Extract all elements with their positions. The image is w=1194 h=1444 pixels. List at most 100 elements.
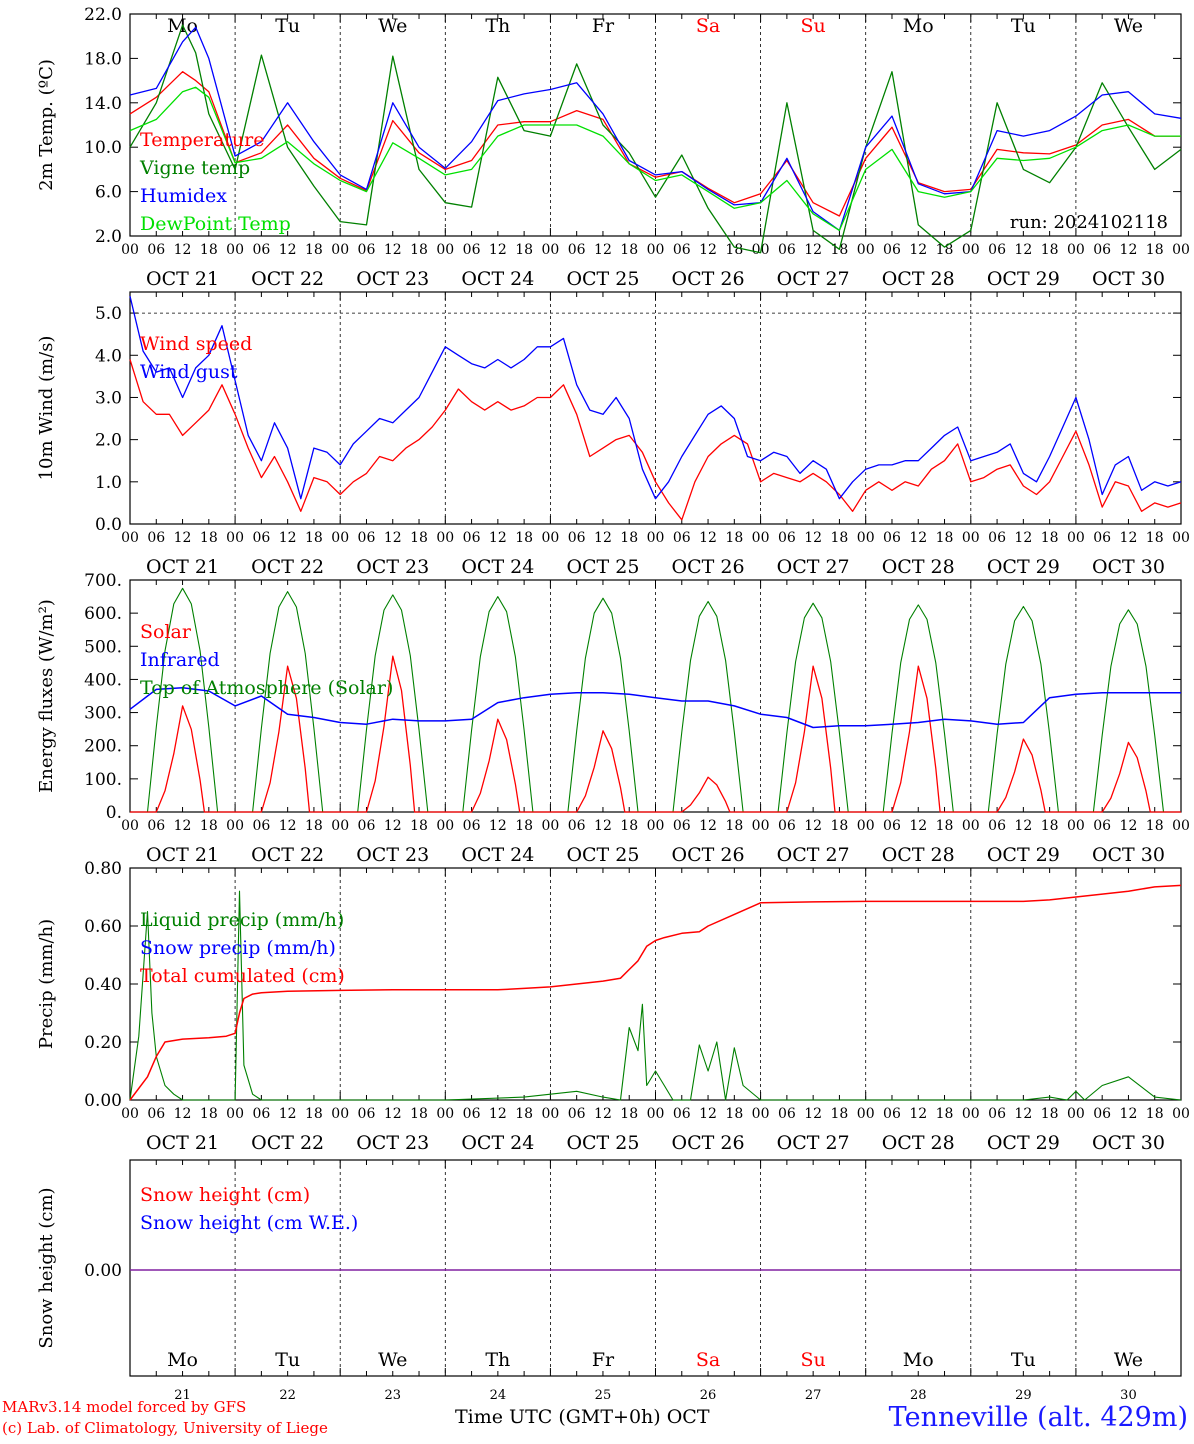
hour-tick-label: 06 [463,1106,481,1122]
hour-tick-label: 00 [647,242,665,258]
hour-tick-label: 00 [962,1106,980,1122]
temp-line-1 [129,24,1182,254]
date-label: OCT 26 [672,844,745,866]
date-label: OCT 23 [356,268,429,290]
day-number: 28 [910,1388,927,1403]
date-label: OCT 24 [461,268,534,290]
date-label: OCT 23 [356,844,429,866]
hour-tick-label: 00 [1067,242,1085,258]
hour-tick-label: 12 [489,242,507,258]
hour-tick-label: 12 [1014,1106,1032,1122]
legend-entry: Wind speed [140,333,252,355]
hour-tick-label: 00 [226,818,244,834]
hour-tick-label: 12 [279,530,297,546]
hour-tick-label: 12 [804,818,822,834]
hour-tick-label: 18 [515,818,533,834]
hour-tick-label: 18 [515,242,533,258]
hour-tick-label: 12 [174,818,192,834]
hour-tick-label: 06 [463,818,481,834]
hour-tick-label: 06 [568,818,586,834]
hour-tick-label: 12 [174,530,192,546]
hour-tick-label: 12 [594,818,612,834]
hour-tick-label: 18 [725,818,743,834]
run-label: run: 2024102118 [1010,212,1168,233]
hour-tick-label: 06 [358,242,376,258]
hour-tick-label: 12 [1120,818,1138,834]
hour-tick-label: 12 [489,818,507,834]
legend-entry: Snow height (cm W.E.) [140,1212,358,1234]
hour-tick-label: 06 [883,818,901,834]
hour-tick-label: 06 [778,530,796,546]
hour-tick-label: 12 [699,242,717,258]
hour-tick-label: 00 [121,1106,139,1122]
y-tick-label: 200. [84,737,122,757]
hour-tick-label: 00 [541,242,559,258]
hour-tick-label: 00 [1172,242,1190,258]
hour-tick-label: 12 [1014,242,1032,258]
y-tick-label: 600. [84,604,122,624]
hour-tick-label: 18 [725,242,743,258]
y-tick-label: 3.0 [95,388,122,408]
wind-line-0 [129,359,1182,521]
y-tick-label: 6.0 [95,183,122,203]
day-number: 25 [595,1388,612,1403]
hour-tick-label: 18 [305,530,323,546]
date-label: OCT 29 [987,556,1060,578]
date-label: OCT 25 [566,268,639,290]
hour-tick-label: 00 [1172,530,1190,546]
hour-tick-label: 18 [831,1106,849,1122]
hour-tick-label: 06 [778,818,796,834]
day-name: Tu [1011,1349,1036,1371]
hour-tick-label: 12 [1120,1106,1138,1122]
hour-tick-label: 12 [594,1106,612,1122]
hour-tick-label: 18 [410,530,428,546]
day-name: Mo [903,15,934,37]
legend-entry: Snow height (cm) [140,1184,310,1206]
time-axis-title: Time UTC (GMT+0h) OCT [455,1406,710,1428]
day-name: Tu [275,15,300,37]
hour-tick-label: 12 [384,818,402,834]
hour-tick-label: 18 [620,1106,638,1122]
hour-tick-label: 06 [252,1106,270,1122]
hour-tick-label: 00 [1067,818,1085,834]
date-label: OCT 29 [987,268,1060,290]
date-label: OCT 30 [1092,844,1165,866]
hour-tick-label: 06 [252,818,270,834]
day-number: 22 [279,1388,296,1403]
hour-tick-label: 12 [1014,818,1032,834]
hour-tick-label: 12 [909,1106,927,1122]
hour-tick-label: 00 [647,818,665,834]
date-label: OCT 21 [146,844,219,866]
date-label: OCT 27 [777,268,850,290]
hour-tick-label: 12 [804,242,822,258]
date-label: OCT 30 [1092,268,1165,290]
date-label: OCT 24 [461,1132,534,1154]
day-name: Su [801,15,826,37]
date-label: OCT 22 [251,1132,324,1154]
day-name: Sa [696,15,720,37]
day-name: Tu [1011,15,1036,37]
hour-tick-label: 00 [857,1106,875,1122]
hour-tick-label: 12 [489,530,507,546]
hour-tick-label: 06 [568,530,586,546]
hour-tick-label: 00 [1067,530,1085,546]
y-tick-label: 4.0 [95,346,122,366]
day-number: 29 [1015,1388,1032,1403]
y-tick-label: 0.80 [84,859,122,879]
hour-tick-label: 00 [647,530,665,546]
date-label: OCT 28 [882,556,955,578]
solar-line [130,655,1181,813]
hour-tick-label: 12 [384,242,402,258]
hour-tick-label: 18 [200,1106,218,1122]
hour-tick-label: 12 [1120,530,1138,546]
day-number: 21 [174,1388,191,1403]
date-label: OCT 28 [882,268,955,290]
hour-tick-label: 18 [1041,1106,1059,1122]
hour-tick-label: 00 [121,818,139,834]
hour-tick-label: 12 [384,1106,402,1122]
hour-tick-label: 06 [778,242,796,258]
hour-tick-label: 06 [147,1106,165,1122]
legend-entry: DewPoint Temp [140,213,291,235]
hour-tick-label: 18 [1041,530,1059,546]
hour-tick-label: 06 [1093,818,1111,834]
